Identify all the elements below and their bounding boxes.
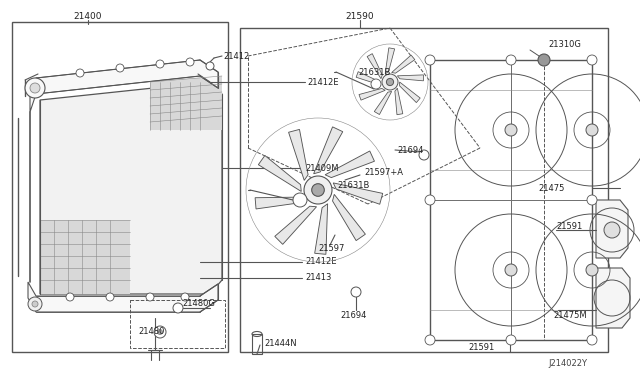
- Polygon shape: [392, 55, 415, 73]
- Text: 21591: 21591: [468, 343, 494, 353]
- Polygon shape: [397, 75, 424, 81]
- Circle shape: [382, 74, 398, 90]
- Ellipse shape: [252, 331, 262, 337]
- Circle shape: [506, 335, 516, 345]
- Text: 21475: 21475: [538, 183, 564, 192]
- Polygon shape: [40, 220, 130, 294]
- Text: 21412E: 21412E: [305, 257, 337, 266]
- Text: 21590: 21590: [346, 12, 374, 20]
- Polygon shape: [399, 82, 420, 103]
- Circle shape: [157, 330, 163, 334]
- Text: 21400: 21400: [74, 12, 102, 20]
- Polygon shape: [374, 92, 392, 115]
- Circle shape: [604, 222, 620, 238]
- Text: 21475M: 21475M: [553, 311, 587, 321]
- Text: 21480: 21480: [138, 327, 164, 337]
- Text: J214022Y: J214022Y: [548, 359, 587, 369]
- Polygon shape: [28, 282, 218, 312]
- Polygon shape: [333, 194, 365, 241]
- Circle shape: [425, 55, 435, 65]
- Polygon shape: [596, 268, 630, 328]
- Circle shape: [76, 69, 84, 77]
- Polygon shape: [289, 129, 308, 180]
- Bar: [430, 60, 592, 340]
- Circle shape: [425, 195, 435, 205]
- Circle shape: [66, 293, 74, 301]
- Text: 21694: 21694: [397, 145, 424, 154]
- Circle shape: [505, 264, 517, 276]
- Circle shape: [116, 64, 124, 72]
- Circle shape: [173, 303, 183, 313]
- Polygon shape: [596, 200, 628, 258]
- Circle shape: [351, 287, 361, 297]
- Circle shape: [371, 79, 381, 89]
- Circle shape: [538, 54, 550, 66]
- Text: 21597: 21597: [318, 244, 344, 253]
- Polygon shape: [359, 89, 385, 100]
- Polygon shape: [356, 72, 381, 85]
- Circle shape: [106, 293, 114, 301]
- Text: 21597+A: 21597+A: [364, 167, 403, 176]
- Polygon shape: [333, 183, 383, 204]
- Circle shape: [32, 301, 38, 307]
- Circle shape: [181, 293, 189, 301]
- Text: 21310G: 21310G: [548, 39, 581, 48]
- Polygon shape: [150, 76, 222, 130]
- Polygon shape: [314, 127, 343, 174]
- Text: 21413: 21413: [305, 273, 332, 282]
- Circle shape: [586, 264, 598, 276]
- Circle shape: [206, 62, 214, 70]
- Text: 21631B: 21631B: [337, 180, 369, 189]
- Circle shape: [312, 184, 324, 196]
- Bar: [252, 334, 262, 354]
- Circle shape: [146, 293, 154, 301]
- Circle shape: [587, 195, 597, 205]
- Polygon shape: [275, 206, 317, 244]
- Polygon shape: [325, 151, 374, 177]
- Circle shape: [304, 176, 332, 204]
- Polygon shape: [367, 54, 382, 79]
- Circle shape: [387, 78, 394, 86]
- Circle shape: [28, 297, 42, 311]
- Circle shape: [586, 124, 598, 136]
- Bar: [12, 22, 228, 352]
- Circle shape: [25, 78, 45, 98]
- Circle shape: [156, 60, 164, 68]
- Circle shape: [425, 335, 435, 345]
- Circle shape: [505, 124, 517, 136]
- Circle shape: [506, 55, 516, 65]
- Polygon shape: [385, 48, 395, 74]
- Bar: [130, 300, 225, 348]
- Circle shape: [419, 150, 429, 160]
- Bar: [240, 28, 608, 352]
- Polygon shape: [40, 82, 222, 294]
- Polygon shape: [315, 204, 328, 254]
- Text: 21591: 21591: [556, 221, 582, 231]
- Text: 21409M: 21409M: [305, 164, 339, 173]
- Text: 21412: 21412: [223, 51, 249, 61]
- Text: 21444N: 21444N: [264, 340, 296, 349]
- Text: 21694: 21694: [340, 311, 366, 321]
- Circle shape: [154, 326, 166, 338]
- Text: 21631B: 21631B: [358, 67, 390, 77]
- Polygon shape: [395, 88, 403, 115]
- Circle shape: [30, 83, 40, 93]
- Circle shape: [186, 58, 194, 66]
- Polygon shape: [259, 155, 301, 192]
- Text: 21480G: 21480G: [182, 299, 215, 308]
- Polygon shape: [30, 60, 218, 112]
- Text: 21412E: 21412E: [307, 77, 339, 87]
- Circle shape: [587, 55, 597, 65]
- Circle shape: [293, 193, 307, 207]
- Polygon shape: [255, 197, 306, 209]
- Circle shape: [587, 335, 597, 345]
